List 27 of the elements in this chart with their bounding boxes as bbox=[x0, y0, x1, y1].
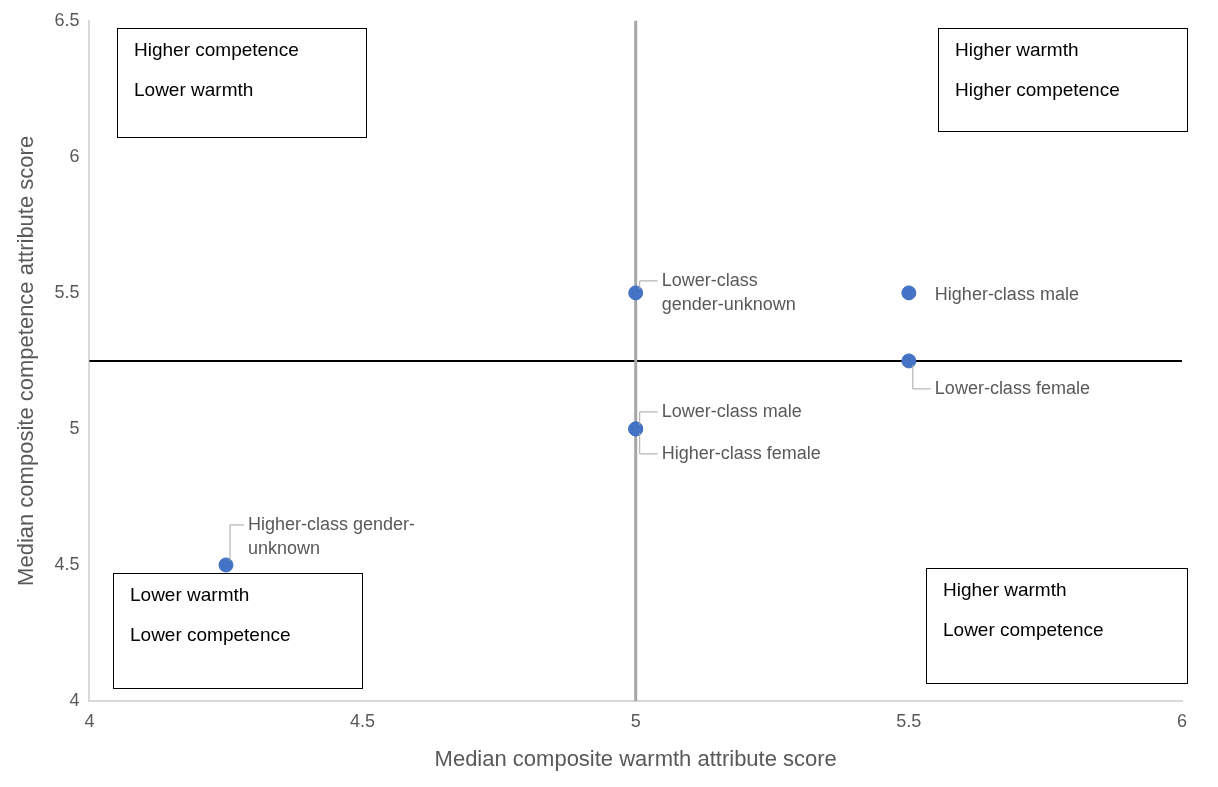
annotation: Higher-class male bbox=[934, 283, 1079, 304]
annotation: Higher competence Lower warmth bbox=[134, 39, 300, 101]
annotation: Lower-class gender-unknown bbox=[661, 269, 796, 314]
annotation: Lower-class female bbox=[934, 377, 1090, 398]
x-tick-label: 6 bbox=[1176, 710, 1188, 731]
y-tick-label: 4.5 bbox=[54, 553, 80, 574]
y-tick-label: 6 bbox=[69, 145, 80, 166]
x-tick-label: 5 bbox=[630, 710, 641, 731]
x-tick-label: 5.5 bbox=[896, 710, 922, 731]
annotation: Lower warmth Lower competence bbox=[130, 584, 292, 646]
annotation: Higher-class gender-unknown bbox=[247, 513, 416, 558]
x-tick-label: 4.5 bbox=[350, 710, 376, 731]
text-box: Higher competence Lower warmth bbox=[117, 28, 367, 138]
y-tick-label: 4 bbox=[69, 689, 80, 710]
annotation: Higher-class female bbox=[661, 442, 821, 463]
x-axis-title: Median composite warmth attribute score bbox=[434, 745, 837, 771]
y-axis-title: Median composite competence attribute score bbox=[13, 135, 39, 586]
annotation: Higher warmth Higher competence bbox=[955, 39, 1121, 101]
x-tick-label: 4 bbox=[84, 710, 95, 731]
y-tick-label: 5.5 bbox=[54, 281, 80, 302]
annotation: Higher warmth Lower competence bbox=[943, 579, 1105, 641]
text-box: Lower warmth Lower competence bbox=[113, 573, 363, 689]
text-box: Higher warmth Higher competence bbox=[938, 28, 1188, 132]
y-tick-label: 6.5 bbox=[54, 9, 80, 30]
y-tick-label: 5 bbox=[69, 417, 80, 438]
text-box: Higher warmth Lower competence bbox=[926, 568, 1188, 684]
annotation: Lower-class male bbox=[661, 400, 802, 421]
